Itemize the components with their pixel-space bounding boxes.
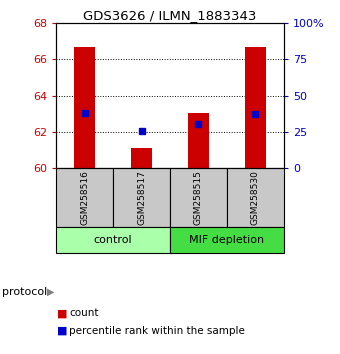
Text: ■: ■	[57, 308, 68, 318]
Bar	[170, 227, 284, 253]
Title: GDS3626 / ILMN_1883343: GDS3626 / ILMN_1883343	[83, 9, 257, 22]
Bar	[131, 148, 152, 169]
Bar	[56, 227, 170, 253]
Text: GSM258530: GSM258530	[251, 170, 260, 225]
Bar	[113, 169, 170, 227]
Bar	[56, 169, 113, 227]
Text: GSM258516: GSM258516	[80, 170, 89, 225]
Text: percentile rank within the sample: percentile rank within the sample	[69, 326, 245, 336]
Bar	[188, 113, 209, 169]
Text: protocol: protocol	[2, 287, 47, 297]
Bar	[227, 169, 284, 227]
Text: control: control	[94, 235, 132, 245]
Text: ■: ■	[57, 326, 68, 336]
Bar	[244, 47, 266, 169]
Bar	[170, 169, 227, 227]
Text: ▶: ▶	[47, 287, 54, 297]
Text: GSM258515: GSM258515	[194, 170, 203, 225]
Text: GSM258517: GSM258517	[137, 170, 146, 225]
Bar	[74, 47, 96, 169]
Text: MIF depletion: MIF depletion	[189, 235, 265, 245]
Text: count: count	[69, 308, 99, 318]
